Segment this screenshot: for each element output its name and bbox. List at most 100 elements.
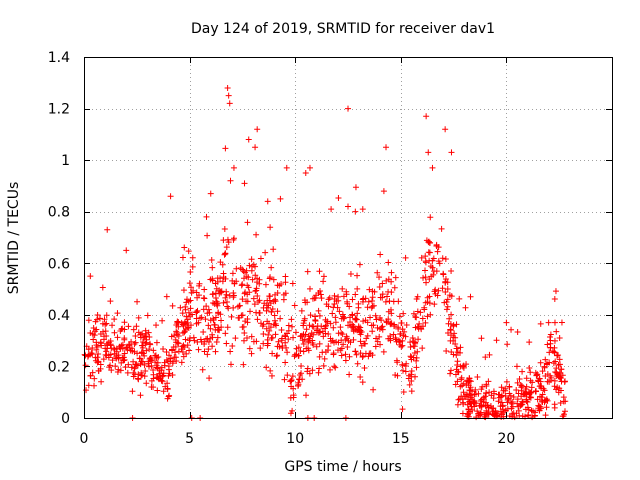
data-point (316, 365, 323, 372)
data-point (164, 386, 171, 393)
data-point (160, 388, 167, 395)
data-point (483, 399, 490, 406)
data-point (461, 393, 468, 400)
data-point (419, 345, 426, 352)
data-point (194, 294, 201, 301)
data-point (539, 368, 546, 375)
data-point (90, 336, 97, 343)
data-point (282, 359, 289, 366)
data-point (514, 379, 521, 386)
data-point (143, 339, 150, 346)
data-point (553, 328, 560, 335)
data-point (300, 322, 307, 329)
data-point (422, 253, 429, 260)
data-point (211, 321, 218, 328)
data-point (134, 298, 141, 305)
data-point (279, 342, 286, 349)
data-point (172, 349, 179, 356)
data-point (399, 367, 406, 374)
data-point (499, 411, 506, 418)
data-point (163, 349, 170, 356)
data-point (309, 367, 316, 374)
data-point (210, 290, 217, 297)
data-point (170, 344, 177, 351)
data-point (551, 383, 558, 390)
data-point (491, 390, 498, 397)
data-point (243, 298, 250, 305)
data-point (369, 288, 376, 295)
data-point (99, 284, 106, 291)
data-point (98, 378, 105, 385)
data-point (542, 356, 549, 363)
data-point (138, 349, 145, 356)
data-point (380, 188, 387, 195)
data-point (214, 334, 221, 341)
data-point (387, 306, 394, 313)
data-point (91, 382, 98, 389)
grid (84, 57, 612, 418)
data-point (414, 293, 421, 300)
data-point (179, 310, 186, 317)
data-point (156, 370, 163, 377)
data-point (146, 346, 153, 353)
data-point (158, 377, 165, 384)
data-point (313, 343, 320, 350)
data-point (444, 296, 451, 303)
data-point (402, 333, 409, 340)
data-point (408, 388, 415, 395)
data-point (430, 271, 437, 278)
data-point (222, 330, 229, 337)
data-point (298, 362, 305, 369)
data-point (95, 358, 102, 365)
data-point (306, 370, 313, 377)
data-point (527, 394, 534, 401)
data-point (312, 294, 319, 301)
data-point (329, 310, 336, 317)
data-point (264, 198, 271, 205)
data-point (349, 296, 356, 303)
data-point (354, 272, 361, 279)
y-tick-label: 1.4 (48, 50, 70, 66)
data-point (377, 251, 384, 258)
data-point (442, 289, 449, 296)
data-point (201, 286, 208, 293)
data-point (322, 316, 329, 323)
data-point (113, 348, 120, 355)
data-point (128, 345, 135, 352)
data-point (434, 292, 441, 299)
data-point (262, 249, 269, 256)
data-point (519, 398, 526, 405)
data-point (99, 328, 106, 335)
data-point (547, 344, 554, 351)
data-point (359, 206, 366, 213)
data-point (83, 387, 90, 394)
data-point (309, 295, 316, 302)
data-point (392, 372, 399, 379)
data-point (103, 333, 110, 340)
data-point (280, 296, 287, 303)
data-point (85, 346, 92, 353)
data-point (135, 376, 142, 383)
data-point (232, 335, 239, 342)
data-point (530, 408, 537, 415)
data-point (425, 238, 432, 245)
data-point (447, 326, 454, 333)
data-point (442, 275, 449, 282)
data-point (108, 367, 115, 374)
data-point (186, 335, 193, 342)
data-point (184, 316, 191, 323)
data-point (128, 364, 135, 371)
data-point (328, 206, 335, 213)
data-point (269, 306, 276, 313)
data-point (513, 363, 520, 370)
data-point (470, 399, 477, 406)
data-point (525, 412, 532, 419)
data-point (516, 412, 523, 419)
data-point (253, 309, 260, 316)
data-point (345, 203, 351, 210)
data-point (557, 361, 564, 368)
data-point (306, 322, 313, 329)
data-point (257, 320, 264, 327)
data-point (209, 343, 216, 350)
